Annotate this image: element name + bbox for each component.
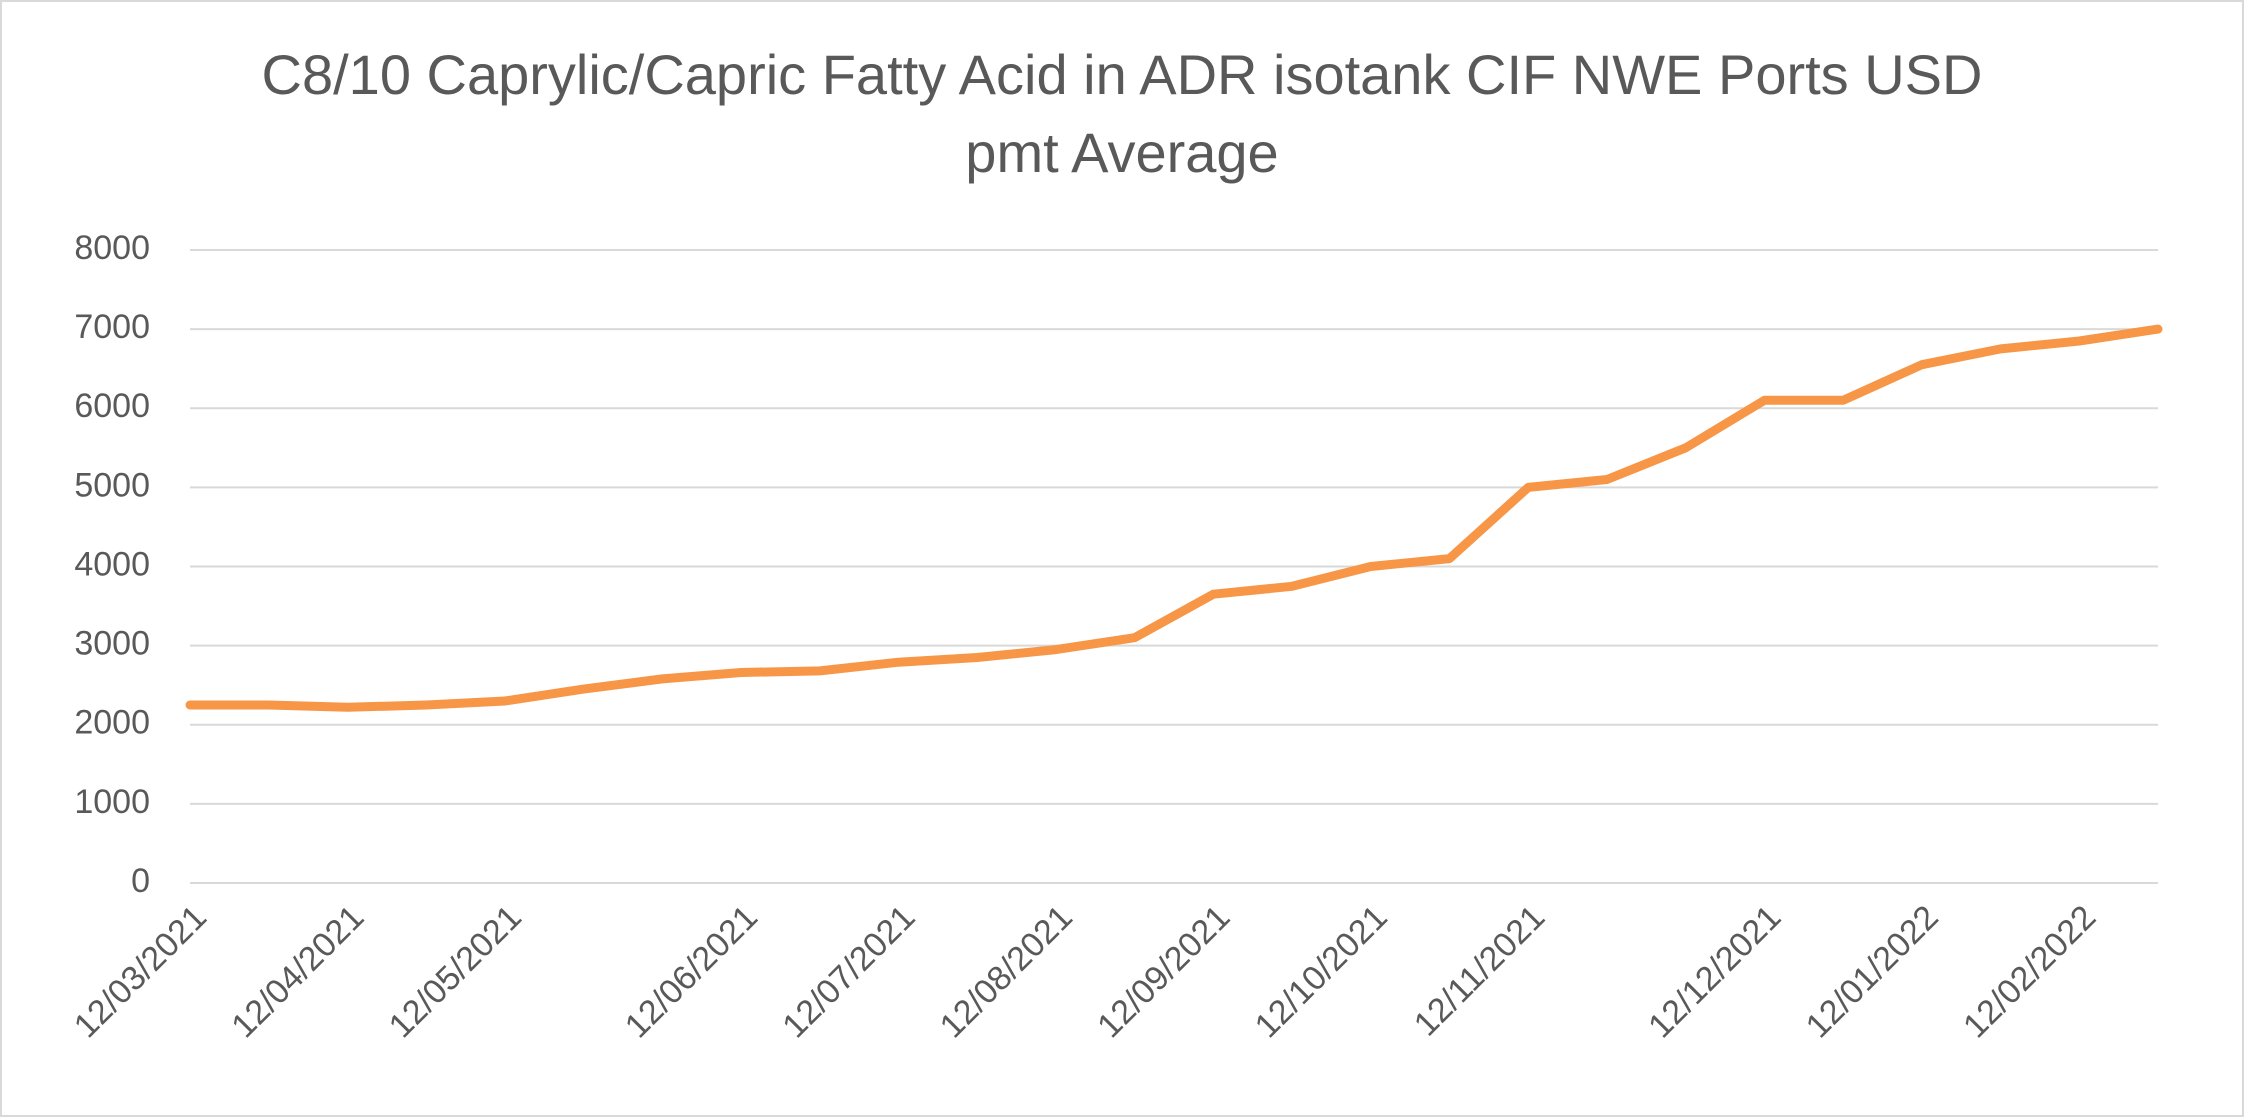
y-tick-label: 1000 bbox=[74, 783, 150, 821]
y-tick-label: 5000 bbox=[74, 466, 150, 504]
y-tick-label: 3000 bbox=[74, 625, 150, 663]
y-tick-label: 6000 bbox=[74, 387, 150, 425]
y-tick-label: 4000 bbox=[74, 545, 150, 583]
y-tick-label: 8000 bbox=[74, 229, 150, 267]
y-tick-label: 2000 bbox=[74, 704, 150, 742]
y-tick-label: 0 bbox=[131, 862, 150, 900]
chart-title: C8/10 Caprylic/Capric Fatty Acid in ADR … bbox=[261, 43, 1983, 184]
data-line bbox=[185, 324, 2163, 712]
y-tick-label: 7000 bbox=[74, 308, 150, 346]
